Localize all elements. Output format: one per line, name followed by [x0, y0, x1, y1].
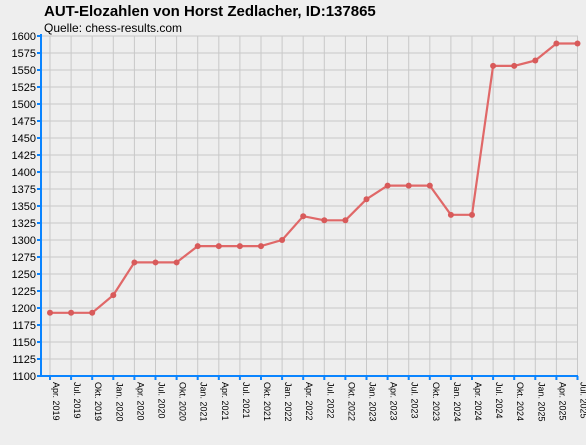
data-point [68, 309, 75, 316]
data-point [300, 213, 307, 220]
x-tick-label: Jul. 2024 [494, 382, 504, 419]
y-tick-label: 1175 [12, 320, 36, 332]
data-point [89, 309, 96, 316]
x-tick-label: Jan. 2020 [114, 382, 124, 422]
data-point [490, 62, 497, 69]
data-point [131, 259, 138, 266]
y-tick-label: 1400 [12, 167, 36, 179]
y-tick-label: 1150 [12, 337, 36, 349]
y-tick-label: 1525 [12, 82, 36, 94]
x-tick-label: Apr. 2023 [389, 382, 399, 421]
x-tick-label: Apr. 2022 [304, 382, 314, 421]
data-point [405, 182, 412, 189]
y-tick-label: 1100 [12, 371, 36, 383]
data-point [532, 57, 539, 64]
y-tick-label: 1575 [12, 48, 36, 60]
x-tick-label: Jul. 2023 [410, 382, 420, 419]
chart-title: AUT-Elozahlen von Horst Zedlacher, ID:13… [44, 3, 376, 20]
data-point [511, 62, 518, 69]
y-tick-label: 1325 [12, 218, 36, 230]
data-point [258, 243, 264, 250]
y-tick-label: 1125 [12, 354, 36, 366]
x-tick-label: Apr. 2025 [557, 382, 567, 421]
x-tick-label: Apr. 2019 [51, 382, 61, 421]
data-point [152, 259, 159, 266]
x-tick-label: Jan. 2022 [283, 382, 293, 422]
x-tick-label: Jul. 2019 [72, 382, 82, 419]
data-point [236, 243, 243, 250]
x-tick-label: Okt. 2023 [431, 382, 441, 421]
y-tick-label: 1275 [12, 252, 36, 264]
data-point [363, 196, 370, 203]
x-tick-label: Jan. 2024 [452, 382, 462, 422]
y-tick-label: 1350 [12, 201, 36, 213]
data-point [47, 309, 53, 316]
x-tick-label: Okt. 2024 [515, 382, 525, 421]
y-tick-label: 1550 [12, 65, 36, 77]
series-line [50, 42, 578, 314]
data-point [342, 217, 349, 224]
data-point [173, 259, 180, 266]
x-tick-label: Jan. 2025 [536, 382, 546, 422]
data-point [215, 243, 222, 250]
data-point [384, 182, 391, 189]
x-tick-label: Jul. 2022 [325, 382, 335, 419]
x-tick-label: Okt. 2021 [262, 382, 272, 421]
y-tick-label: 1225 [12, 286, 36, 298]
x-tick-label: Apr. 2024 [473, 382, 483, 421]
y-tick-label: 1200 [12, 303, 36, 315]
x-tick-label: Jan. 2023 [368, 382, 378, 422]
data-point [574, 40, 581, 47]
y-tick-label: 1425 [12, 150, 36, 162]
data-point [447, 211, 454, 218]
y-tick-label: 1450 [12, 133, 36, 145]
y-tick-label: 1375 [12, 184, 36, 196]
x-tick-label: Apr. 2021 [220, 382, 230, 421]
x-tick-label: Okt. 2022 [346, 382, 356, 421]
chart-subtitle: Quelle: chess-results.com [44, 21, 183, 35]
x-tick-label: Jul. 2025 [579, 382, 586, 419]
y-tick-label: 1250 [12, 269, 36, 281]
y-tick-label: 1500 [12, 99, 36, 111]
y-tick-label: 1300 [12, 235, 36, 247]
data-point [110, 292, 117, 299]
data-point [426, 182, 433, 189]
x-tick-label: Apr. 2020 [135, 382, 145, 421]
x-tick-label: Jul. 2021 [241, 382, 251, 419]
data-point [279, 237, 286, 243]
x-tick-label: Okt. 2020 [178, 382, 188, 421]
x-tick-label: Jul. 2020 [157, 382, 167, 419]
x-tick-label: Okt. 2019 [93, 382, 103, 421]
data-point [321, 217, 328, 224]
data-point [553, 40, 560, 47]
x-tick-label: Jan. 2021 [199, 382, 209, 422]
data-point [194, 243, 201, 250]
y-tick-label: 1475 [12, 116, 36, 128]
y-tick-label: 1600 [12, 31, 36, 43]
data-point [469, 211, 475, 218]
